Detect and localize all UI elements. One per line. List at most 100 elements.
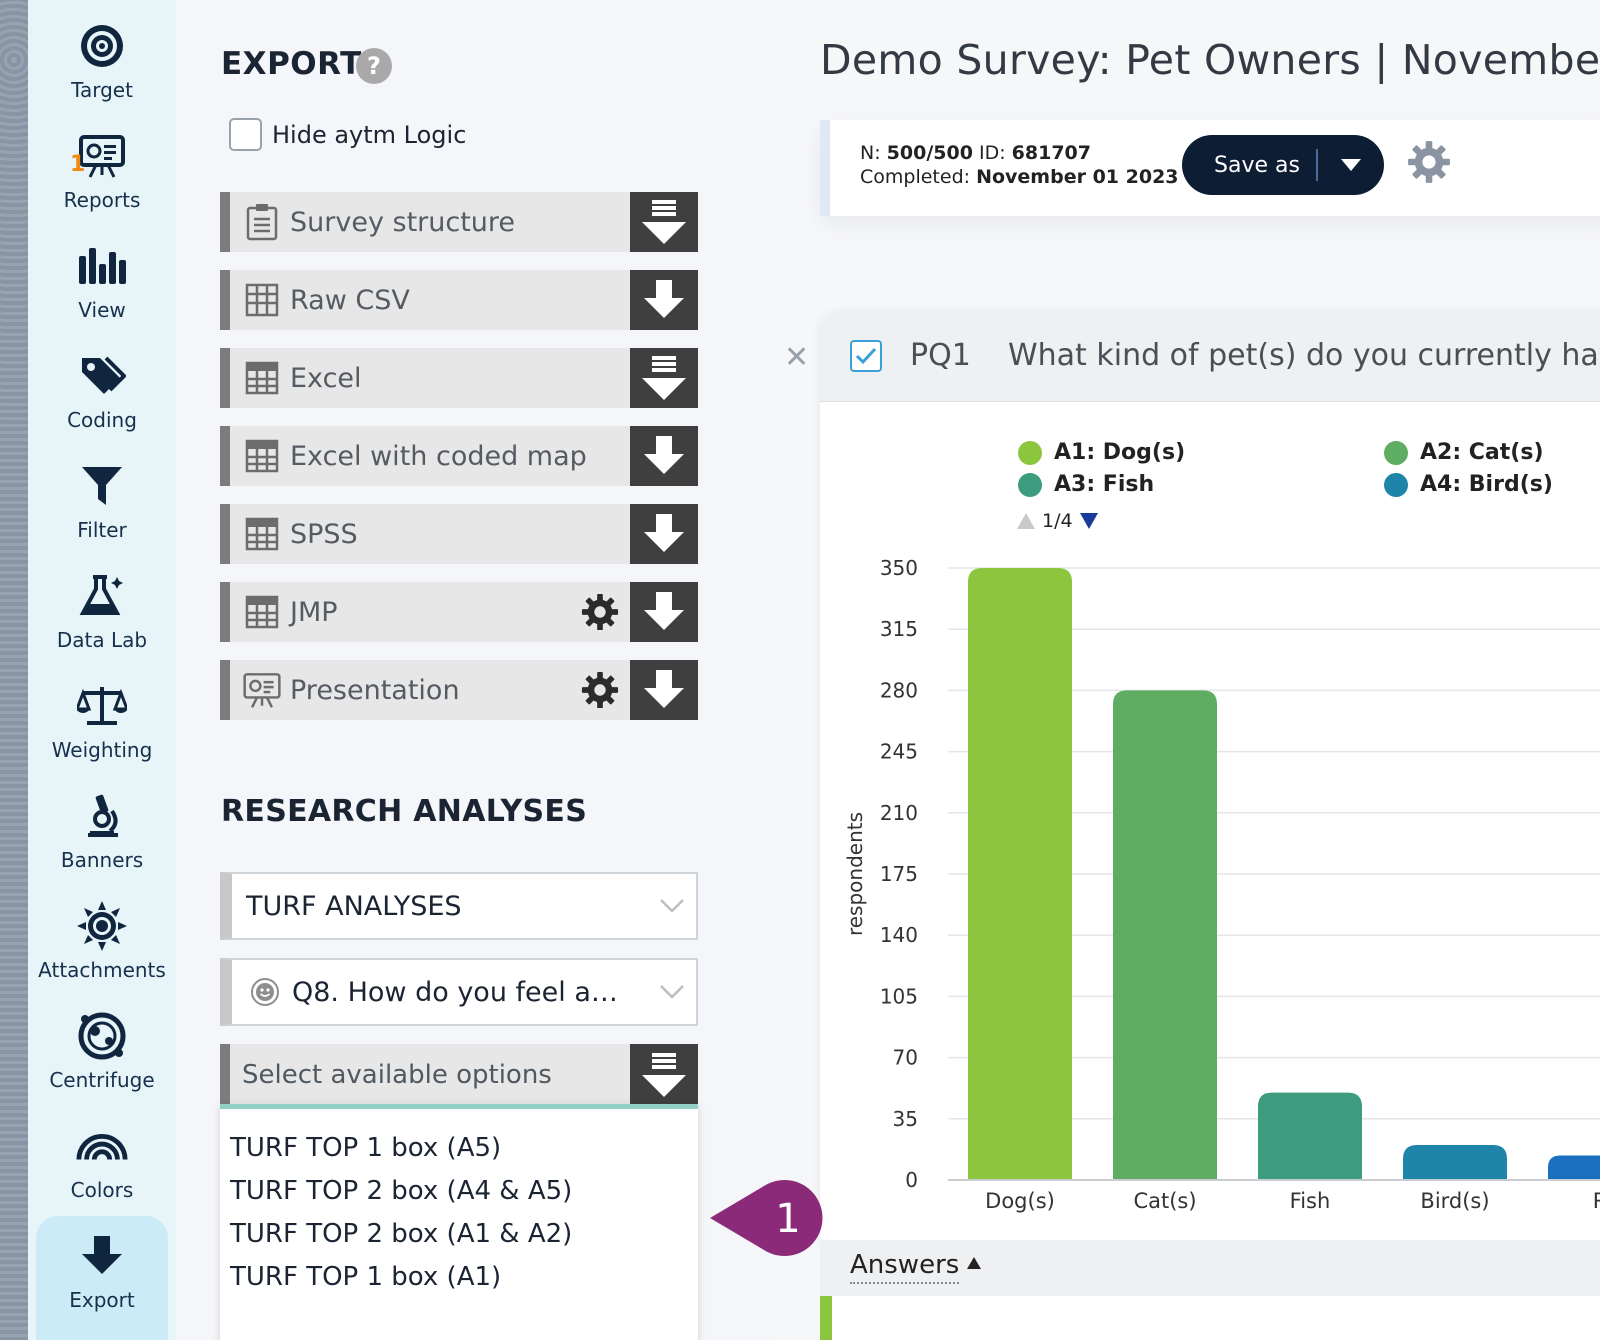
nav-label: Weighting (51, 738, 153, 762)
nav-label: Coding (67, 408, 137, 432)
nav-item-weighting[interactable]: Weighting (36, 666, 168, 766)
export-row-raw-csv[interactable]: Raw CSV (220, 270, 698, 330)
export-row-label: SPSS (290, 518, 358, 550)
available-options-placeholder: Select available options (242, 1060, 552, 1090)
n-label: N: (860, 142, 881, 164)
download-icon[interactable] (630, 504, 698, 564)
x-tick-label: Cat(s) (1133, 1189, 1196, 1213)
nav-item-coding[interactable]: Coding (36, 336, 168, 436)
legend-item[interactable]: A3: Fish (1018, 472, 1154, 497)
analysis-type-select[interactable]: TURF ANALYSES (220, 872, 698, 940)
chevron-down-icon (648, 898, 696, 914)
funnel-icon (76, 460, 128, 512)
nav-item-attachments[interactable]: Attachments (36, 886, 168, 986)
rainbow-icon (76, 1120, 128, 1172)
id-label: ID: (978, 142, 1006, 164)
option-item[interactable]: TURF TOP 1 box (A5) (230, 1133, 502, 1163)
sort-up-icon[interactable] (966, 1256, 982, 1270)
x-tick-label: R (1593, 1189, 1600, 1213)
gear-icon[interactable] (578, 590, 622, 634)
gear-icon[interactable] (578, 668, 622, 712)
pager-down-icon[interactable] (1079, 512, 1099, 530)
export-row-label: Excel with coded map (290, 440, 587, 472)
download-list-icon[interactable] (630, 1044, 698, 1106)
export-row-spss[interactable]: SPSS (220, 504, 698, 564)
legend-item[interactable]: A2: Cat(s) (1384, 440, 1544, 465)
question-select-value: Q8. How do you feel a… (292, 976, 618, 1008)
nav-item-banners[interactable]: Banners (36, 776, 168, 876)
legend-label: A2: Cat(s) (1420, 440, 1544, 465)
save-as-button[interactable]: Save as (1182, 135, 1384, 195)
nav-item-export[interactable]: Export (36, 1216, 168, 1340)
download-icon[interactable] (630, 426, 698, 486)
y-tick-label: 0 (905, 1168, 918, 1192)
nav-item-view[interactable]: View (36, 226, 168, 326)
download-icon[interactable] (630, 660, 698, 720)
question-id: PQ1 (910, 338, 971, 373)
export-row-label: Survey structure (290, 206, 516, 238)
caret-down-icon[interactable] (1318, 158, 1384, 172)
legend-item[interactable]: A1: Dog(s) (1018, 440, 1185, 465)
option-item[interactable]: TURF TOP 2 box (A1 & A2) (230, 1219, 573, 1249)
export-row-survey-structure[interactable]: Survey structure (220, 192, 698, 252)
export-row-excel[interactable]: Excel (220, 348, 698, 408)
download-icon[interactable] (630, 582, 698, 642)
nav-label: Export (69, 1288, 135, 1312)
legend-label: A4: Bird(s) (1420, 472, 1553, 497)
help-icon[interactable]: ? (356, 48, 392, 84)
callout-number: 1 (775, 1196, 801, 1242)
main-content: Demo Survey: Pet Owners | November 2023 … (776, 0, 1600, 1340)
question-header: PQ1 What kind of pet(s) do you currently… (820, 310, 1600, 402)
nav-item-filter[interactable]: Filter (36, 446, 168, 546)
grid-icon (242, 436, 282, 476)
download-list-icon[interactable] (630, 192, 698, 252)
y-tick-label: 280 (880, 678, 918, 702)
microscope-icon (76, 790, 128, 842)
nav-item-colors[interactable]: Colors (36, 1106, 168, 1206)
settings-gear-icon[interactable] (1407, 140, 1451, 188)
export-row-label: Raw CSV (290, 284, 410, 316)
question-select[interactable]: Q8. How do you feel a… (220, 958, 698, 1026)
available-options-select[interactable]: Select available options (220, 1044, 698, 1106)
answers-section: Answers (820, 1240, 1600, 1340)
bar-chart-icon (76, 240, 128, 292)
completed-value: November 01 2023 (976, 166, 1179, 188)
divider (1316, 149, 1318, 181)
export-row-presentation[interactable]: Presentation (220, 660, 698, 720)
answers-row (820, 1296, 1600, 1340)
legend-item[interactable]: A4: Bird(s) (1384, 472, 1553, 497)
export-row-excel-coded-map[interactable]: Excel with coded map (220, 426, 698, 486)
pager-up-icon[interactable] (1016, 512, 1036, 530)
export-row-label: Presentation (290, 674, 460, 706)
nav-item-data-lab[interactable]: Data Lab (36, 556, 168, 656)
download-icon[interactable] (630, 270, 698, 330)
x-tick-label: Dog(s) (985, 1189, 1055, 1213)
close-icon[interactable]: ✕ (784, 340, 810, 375)
legend-swatch (1018, 472, 1042, 497)
nav-item-target[interactable]: Target (36, 6, 168, 106)
export-row-jmp[interactable]: JMP (220, 582, 698, 642)
tags-icon (76, 350, 128, 402)
nav-label: Centrifuge (49, 1068, 155, 1092)
centrifuge-icon (76, 1010, 128, 1062)
sun-icon (76, 900, 128, 952)
grid-icon (242, 592, 282, 632)
legend-swatch (1384, 440, 1408, 465)
answers-label[interactable]: Answers (850, 1250, 960, 1284)
question-checkbox[interactable] (850, 340, 882, 372)
option-item[interactable]: TURF TOP 1 box (A1) (230, 1262, 502, 1292)
y-axis-label: respondents (843, 812, 867, 936)
bar (1548, 1155, 1600, 1180)
legend-swatch (1018, 440, 1042, 465)
download-list-icon[interactable] (630, 348, 698, 408)
hide-logic-checkbox[interactable] (229, 118, 262, 151)
bar (1258, 1092, 1362, 1180)
hide-logic-toggle[interactable]: Hide aytm Logic (229, 118, 466, 151)
y-tick-label: 105 (880, 984, 918, 1008)
legend-swatch (1384, 472, 1408, 497)
export-row-label: Excel (290, 362, 362, 394)
bar (1403, 1145, 1507, 1180)
nav-item-reports[interactable]: 1 Reports (36, 116, 168, 216)
option-item[interactable]: TURF TOP 2 box (A4 & A5) (230, 1176, 573, 1206)
nav-item-centrifuge[interactable]: Centrifuge (36, 996, 168, 1096)
